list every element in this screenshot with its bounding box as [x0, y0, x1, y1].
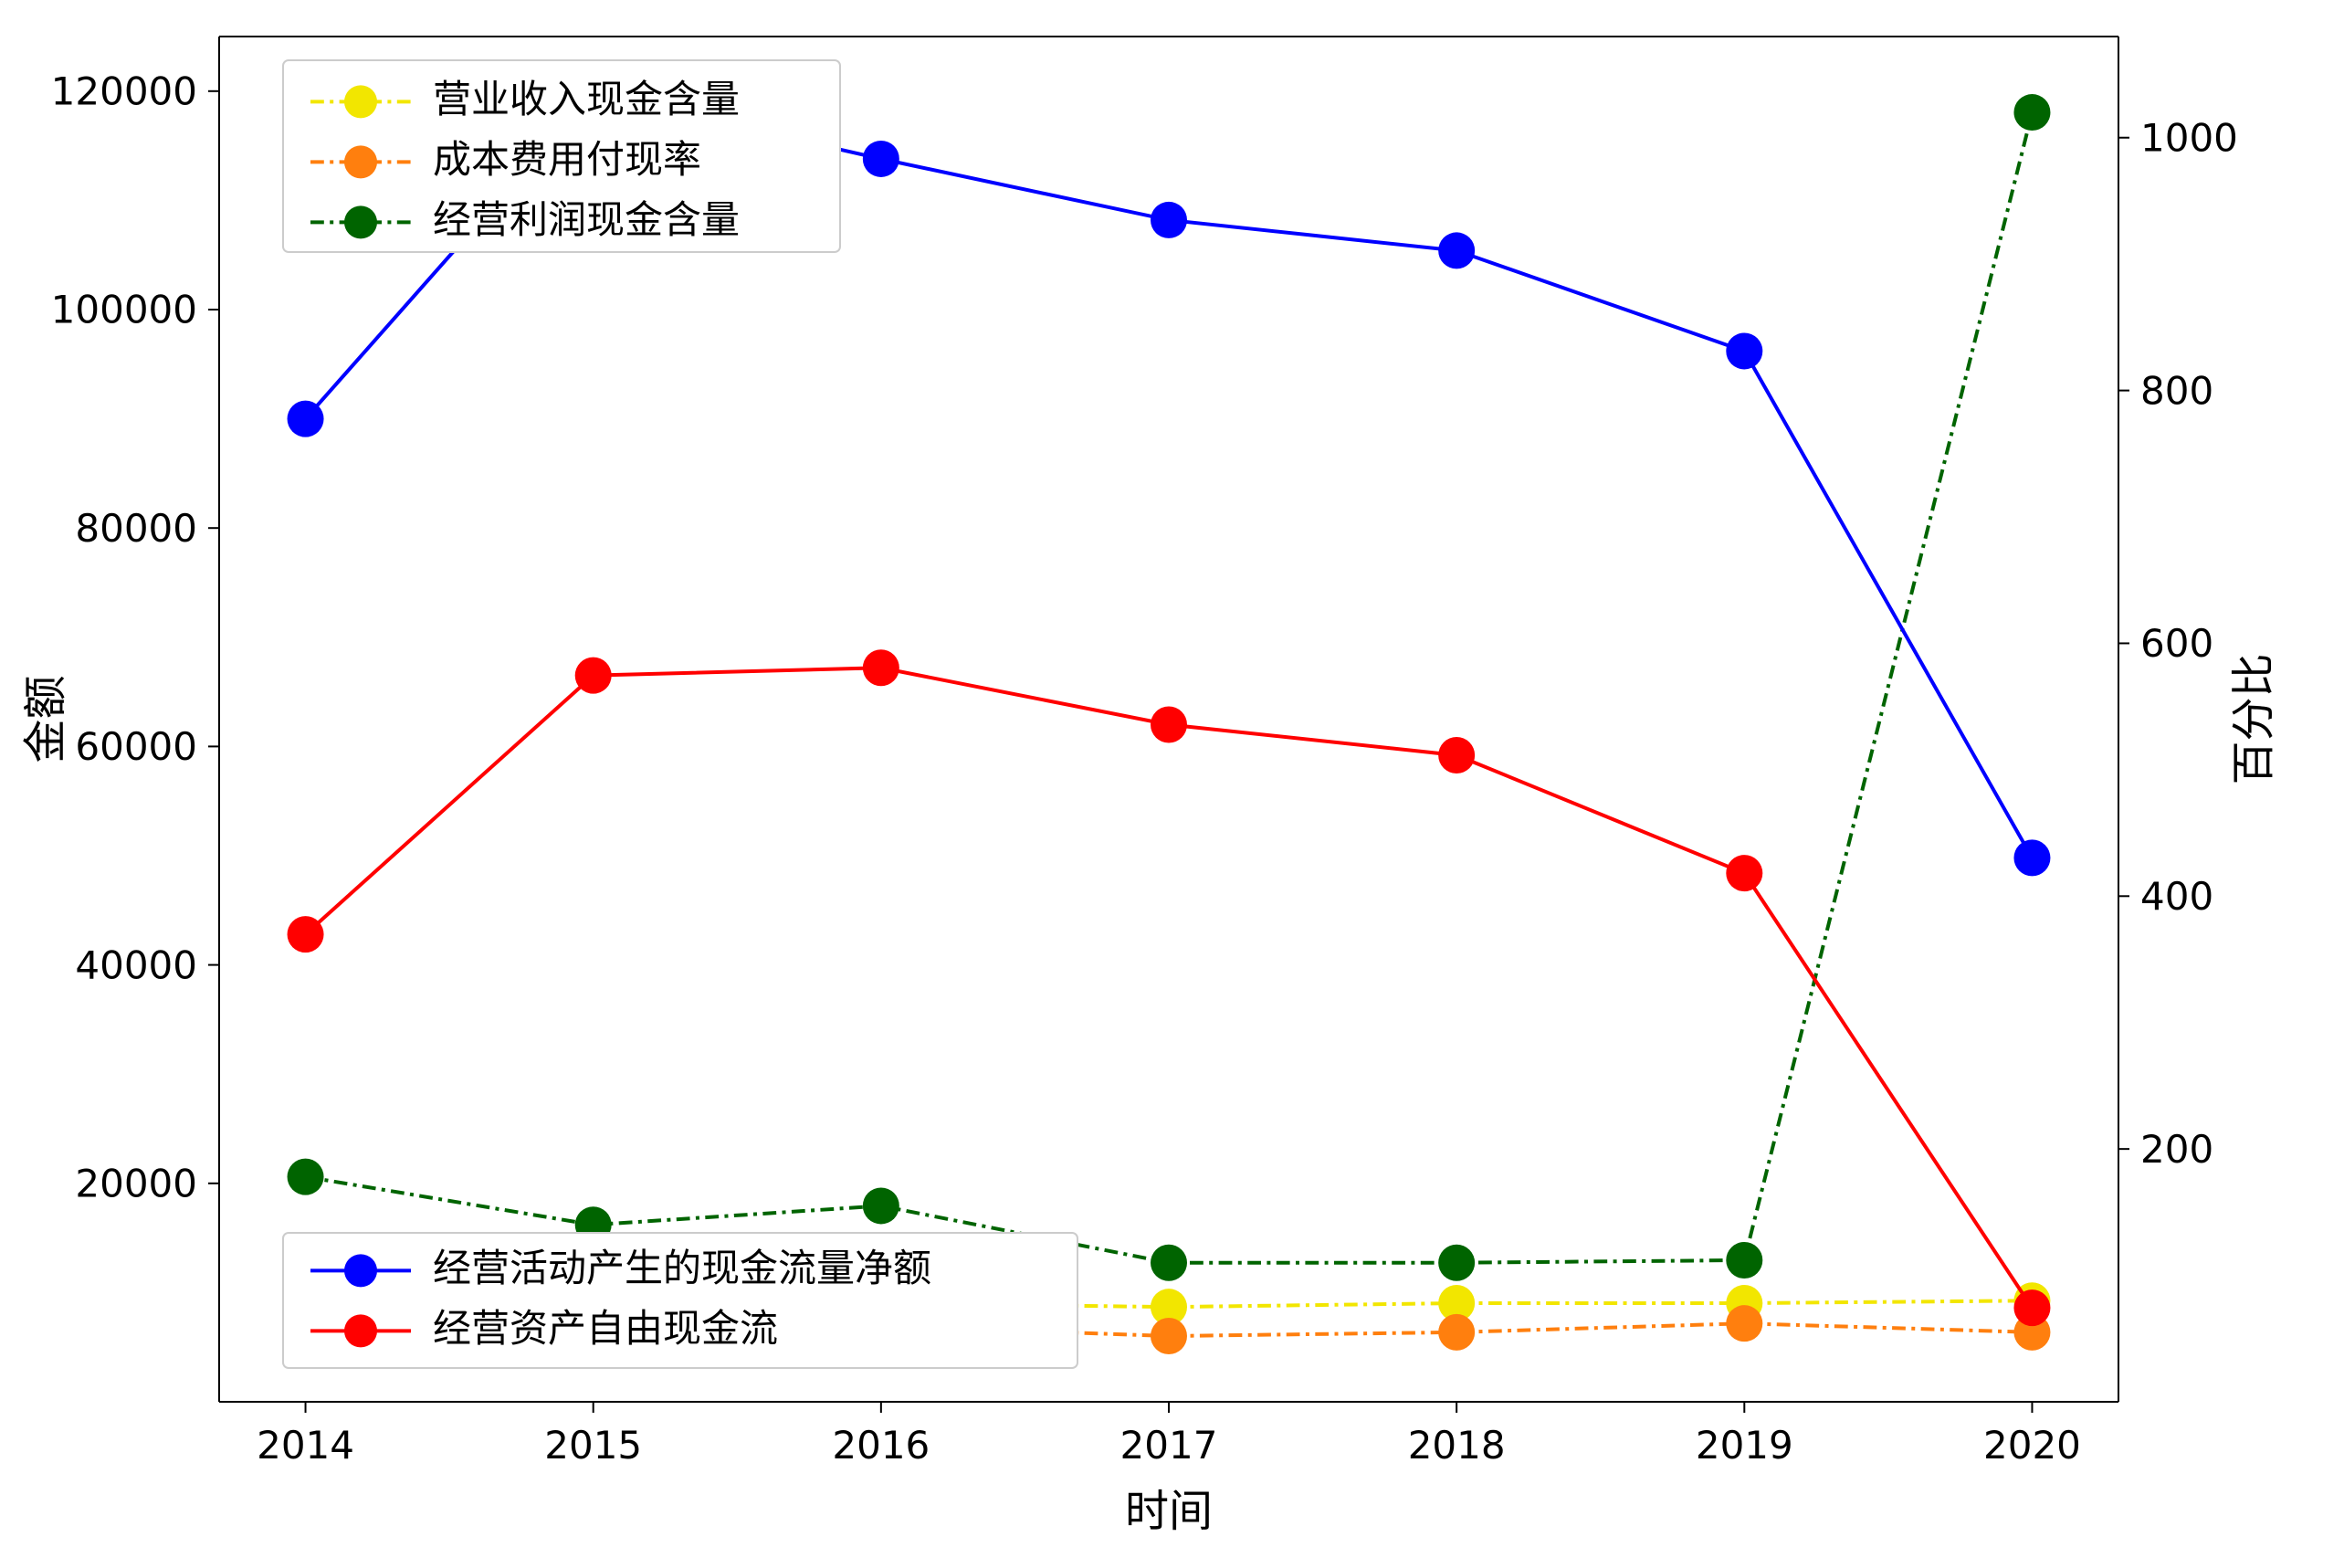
- legend-label: 经营活动产生的现金流量净额: [433, 1246, 931, 1290]
- x-tick-label: 2015: [544, 1423, 642, 1468]
- y-right-tick-label: 800: [2140, 368, 2213, 413]
- y-left-tick-label: 80000: [75, 506, 197, 551]
- series-marker: [575, 658, 612, 694]
- y-right-axis-label: 百分比: [2228, 653, 2279, 784]
- series-marker: [1438, 232, 1475, 268]
- y-left-axis-label: 金额: [20, 675, 71, 763]
- y-right-tick-label: 1000: [2140, 115, 2238, 160]
- legend-label: 成本费用付现率: [433, 137, 701, 182]
- x-tick-label: 2019: [1696, 1423, 1793, 1468]
- series-marker: [863, 141, 899, 177]
- x-axis-label: 时间: [1125, 1486, 1213, 1537]
- y-right-tick-label: 600: [2140, 621, 2213, 666]
- legend-marker: [344, 1314, 377, 1347]
- legend-label: 经营资产自由现金流: [433, 1306, 778, 1351]
- legend-marker: [344, 1254, 377, 1287]
- legend-marker: [344, 205, 377, 238]
- series-marker: [2013, 94, 2050, 131]
- y-left-tick-label: 120000: [51, 69, 197, 114]
- series-marker: [1438, 737, 1475, 773]
- series-marker: [1438, 1245, 1475, 1281]
- series-marker: [1726, 1305, 1762, 1342]
- series-marker: [1151, 1318, 1187, 1354]
- series-marker: [863, 1187, 899, 1224]
- series-marker: [1726, 1242, 1762, 1279]
- y-left-tick-label: 100000: [51, 288, 197, 332]
- legend-marker: [344, 145, 377, 178]
- series-marker: [1726, 332, 1762, 369]
- x-tick-label: 2014: [257, 1423, 354, 1468]
- series-marker: [1151, 706, 1187, 742]
- series-marker: [863, 649, 899, 686]
- y-left-tick-label: 60000: [75, 724, 197, 769]
- y-left-tick-label: 20000: [75, 1162, 197, 1206]
- series-marker: [288, 916, 324, 952]
- series-marker: [288, 1159, 324, 1195]
- legend-marker: [344, 85, 377, 118]
- y-left-tick-label: 40000: [75, 942, 197, 987]
- series-marker: [2013, 839, 2050, 876]
- x-tick-label: 2018: [1408, 1423, 1506, 1468]
- x-tick-label: 2017: [1120, 1423, 1218, 1468]
- series-marker: [288, 401, 324, 437]
- y-right-tick-label: 200: [2140, 1127, 2213, 1172]
- y-right-tick-label: 400: [2140, 874, 2213, 919]
- series-marker: [1726, 855, 1762, 891]
- series-marker: [1438, 1314, 1475, 1351]
- x-tick-label: 2016: [832, 1423, 930, 1468]
- dual-axis-line-chart: 2014 2015 2016 2017 2018 2019 2020 时间 20000 40000…: [0, 0, 2344, 1568]
- series-marker: [1151, 202, 1187, 238]
- legend-label: 经营利润现金含量: [433, 197, 740, 242]
- series-marker: [1151, 1245, 1187, 1281]
- x-tick-label: 2020: [1983, 1423, 2081, 1468]
- legend-label: 营业收入现金含量: [433, 77, 740, 121]
- series-marker: [2013, 1289, 2050, 1326]
